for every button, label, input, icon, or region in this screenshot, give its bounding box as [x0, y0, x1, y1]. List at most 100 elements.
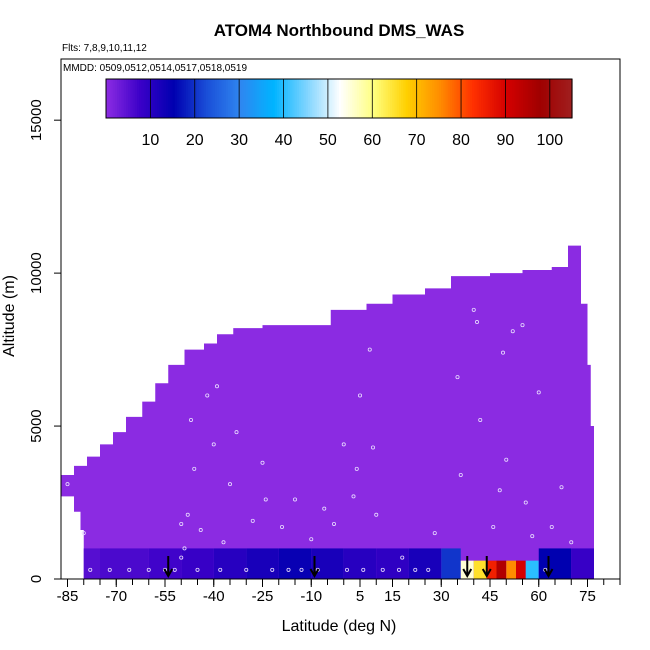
colorbar-segment	[352, 79, 356, 118]
x-tick-label: 15	[384, 588, 401, 605]
low-band-cell	[278, 548, 312, 579]
low-band-cell	[181, 548, 214, 579]
y-axis-label: Altitude (m)	[1, 275, 18, 357]
x-tick-label: -70	[105, 588, 127, 605]
colorbar-segment	[314, 79, 318, 118]
flight-arrow	[543, 556, 554, 579]
colorbar-segment	[476, 79, 480, 118]
colorbar-segment	[405, 79, 409, 118]
colorbar-segment	[452, 79, 455, 118]
colorbar-segment	[367, 79, 371, 118]
sample-point	[244, 567, 249, 572]
colorbar-segment	[128, 79, 132, 118]
colorbar-segment	[394, 79, 398, 118]
sample-point	[195, 567, 200, 572]
colorbar-segment	[125, 79, 129, 118]
colorbar-segment	[321, 79, 325, 118]
colorbar-segment	[203, 79, 207, 118]
colorbar-segment	[183, 79, 187, 118]
colorbar-segment	[225, 79, 229, 118]
colorbar-segment	[514, 79, 518, 118]
colorbar-segment	[307, 79, 311, 118]
colorbar-segment	[498, 79, 502, 118]
colorbar-segment	[110, 79, 114, 118]
colorbar-segment	[569, 79, 573, 118]
colorbar-segment	[159, 79, 163, 118]
colorbar-segment	[121, 79, 125, 118]
colorbar-segment	[252, 79, 256, 118]
colorbar-segment	[536, 79, 540, 118]
x-tick-label: -40	[203, 588, 225, 605]
sample-point	[497, 488, 502, 493]
colorbar-segment	[534, 79, 538, 118]
colorbar-segment	[483, 79, 487, 118]
colorbar: 10 20 30 40 50 60 70 80 90 100	[105, 78, 573, 149]
sample-point	[396, 567, 401, 572]
colorbar-segment	[287, 79, 291, 118]
colorbar-segment	[190, 79, 194, 118]
low-band-cell	[408, 548, 442, 579]
sample-point	[510, 329, 515, 334]
colorbar-segment	[294, 79, 298, 118]
colorbar-segment	[174, 79, 178, 118]
colorbar-segment	[310, 79, 313, 118]
colorbar-segment	[152, 79, 156, 118]
colorbar-segment	[356, 79, 360, 118]
colorbar-segment	[410, 79, 413, 118]
colorbar-segment	[529, 79, 533, 118]
colorbar-segment	[509, 79, 513, 118]
colorbar-segment	[538, 79, 542, 118]
colorbar-segment	[556, 79, 560, 118]
colorbar-segment	[527, 79, 531, 118]
colorbar-segment	[132, 79, 136, 118]
colorbar-segment	[343, 79, 347, 118]
sample-point	[270, 567, 275, 572]
low-band-cell	[473, 560, 487, 579]
x-axis: -85 -70 -55 -40 -25 -10 5 15 30 45 60 75	[57, 579, 621, 605]
colorbar-segment	[254, 79, 258, 118]
sample-point	[205, 393, 210, 398]
colorbar-segment	[216, 79, 220, 118]
sample-point	[357, 393, 362, 398]
sample-point	[127, 567, 132, 572]
colorbar-segment	[143, 79, 147, 118]
colorbar-segment	[150, 79, 154, 118]
colorbar-tick-label: 60	[363, 132, 381, 149]
sample-point	[471, 307, 476, 312]
sample-point	[179, 555, 184, 560]
colorbar-segment	[560, 79, 564, 118]
colorbar-segment	[467, 79, 471, 118]
colorbar-segment	[465, 79, 469, 118]
colorbar-segment	[296, 79, 300, 118]
colorbar-segment	[205, 79, 209, 118]
colorbar-tick-label: 80	[452, 132, 470, 149]
sample-point	[286, 567, 291, 572]
colorbar-frame	[105, 78, 573, 119]
colorbar-segment	[145, 79, 149, 118]
colorbar-tick-label: 20	[186, 132, 204, 149]
sample-point	[179, 521, 184, 526]
colorbar-segment	[283, 79, 287, 118]
colorbar-segment	[137, 79, 140, 118]
colorbar-segment	[332, 79, 336, 118]
curtain-layer	[61, 245, 594, 579]
colorbar-segment	[485, 79, 489, 118]
colorbar-segment	[330, 79, 333, 118]
colorbar-segment	[163, 79, 167, 118]
sample-point	[146, 567, 151, 572]
colorbar-segment	[341, 79, 345, 118]
colorbar-segment	[469, 79, 473, 118]
colorbar-segment	[108, 79, 112, 118]
sample-points-layer	[65, 307, 574, 572]
curtain-fill	[61, 245, 594, 579]
colorbar-segment	[114, 79, 118, 118]
x-tick-label: 30	[433, 588, 450, 605]
colorbar-segment	[434, 79, 438, 118]
colorbar-segment	[361, 79, 365, 118]
colorbar-segment	[423, 79, 427, 118]
colorbar-segment	[345, 79, 349, 118]
colorbar-segment	[563, 79, 566, 118]
colorbar-segment	[185, 79, 189, 118]
chart-title: ATOM4 Northbound DMS_WAS	[214, 21, 465, 40]
sample-point	[478, 417, 483, 422]
